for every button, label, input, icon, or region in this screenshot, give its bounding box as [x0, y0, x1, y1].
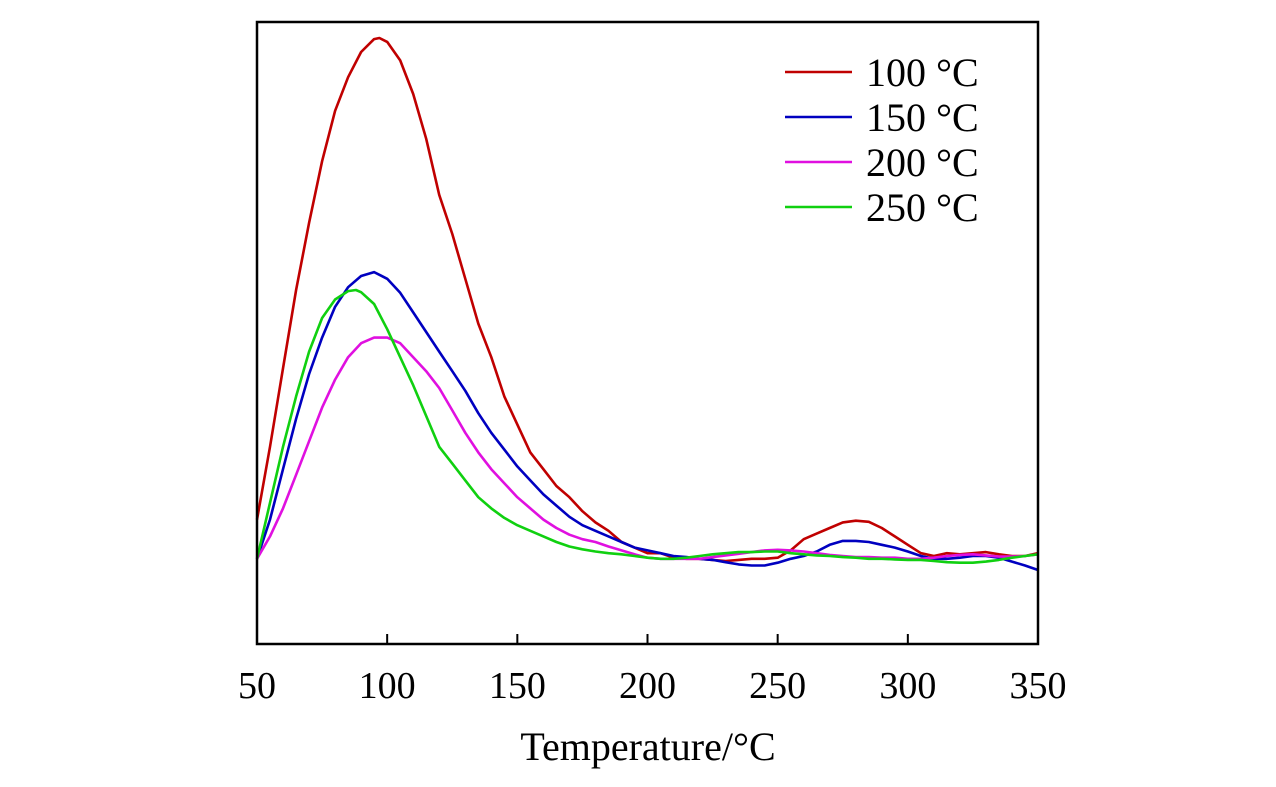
x-tick-label: 50: [238, 665, 276, 707]
legend-label-3: 200 °C: [866, 140, 979, 185]
x-tick-label: 350: [1010, 665, 1067, 707]
x-axis-ticks: 50 100 150 200 250 300 350: [238, 634, 1067, 707]
legend-label-2: 150 °C: [866, 95, 979, 140]
legend-label-4: 250 °C: [866, 185, 979, 230]
x-tick-label: 200: [619, 665, 676, 707]
legend-label-1: 100 °C: [866, 50, 979, 95]
series-line-3: [255, 336, 1039, 561]
x-axis-title: Temperature/°C: [520, 724, 775, 769]
series-layer: [255, 36, 1039, 572]
x-tick-label: 150: [489, 665, 546, 707]
x-tick-label: 100: [359, 665, 416, 707]
x-tick-label: 250: [749, 665, 806, 707]
series-line-1: [255, 36, 1039, 563]
series-line-2: [255, 270, 1039, 572]
x-tick-label: 300: [879, 665, 936, 707]
series-line-4: [255, 288, 1039, 564]
